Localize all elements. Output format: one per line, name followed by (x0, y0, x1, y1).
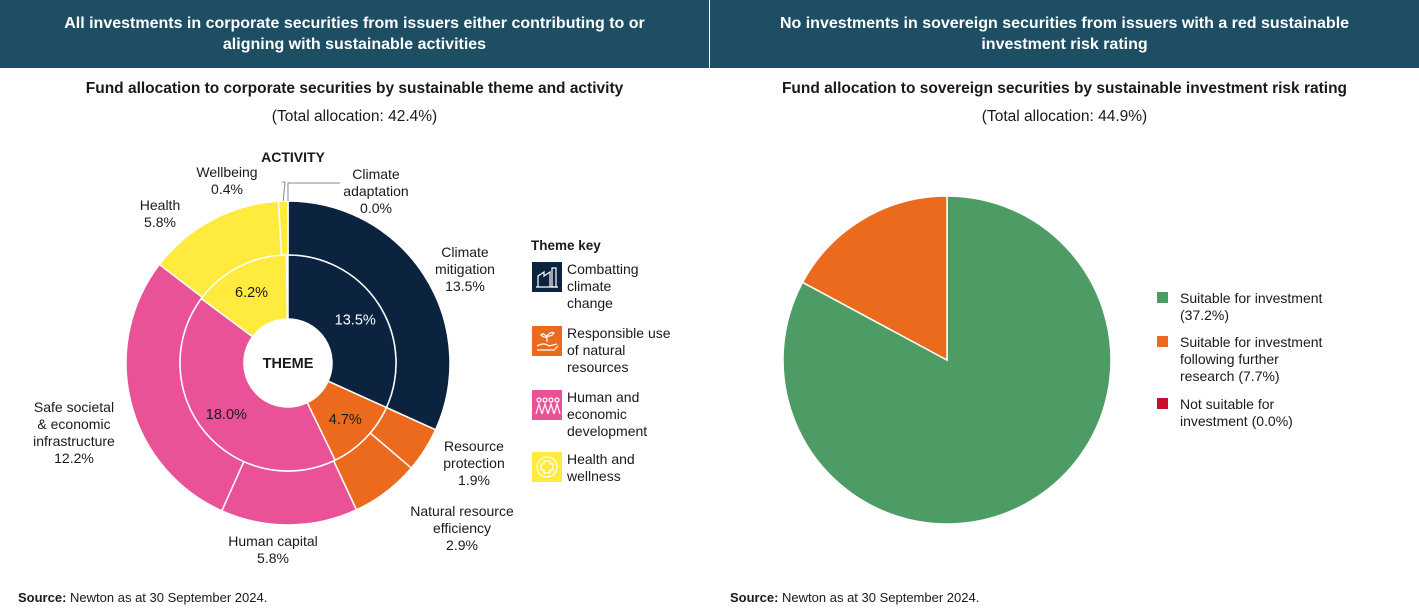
legend-item-health-and-wellness: Health and wellness (532, 451, 635, 484)
outer-label-climate-mitigation: Climate mitigation 13.5% (435, 244, 495, 294)
inner-value-label: 6.2% (235, 285, 268, 301)
leader-line-climate-adaptation (287, 182, 340, 201)
sovereign-chart-subtitle: Fund allocation to sovereign securities … (781, 80, 1348, 97)
source-text: Newton as at 30 September 2024. (782, 590, 980, 605)
inner-value-label: 4.7% (329, 412, 362, 428)
people-icon-glyph (535, 397, 561, 415)
outer-label-natural-resource-efficiency: Natural resource efficiency 2.9% (410, 503, 514, 553)
hand-sprout-icon-glyph (536, 331, 559, 351)
legend-swatch (1157, 336, 1168, 347)
pie-slice-suitable-for-investment-following-further-research (801, 195, 948, 362)
inner-value-label: 18.0% (206, 407, 247, 423)
corporate-header: All investments in corporate securities … (0, 0, 709, 68)
activity-ring-label: ACTIVITY (261, 149, 325, 165)
source-text: Newton as at 30 September 2024. (70, 590, 268, 605)
legend-item-combatting-climate-change: Combatting climate change (532, 261, 639, 311)
corporate-panel: All investments in corporate securities … (0, 0, 709, 608)
legend-item-suitable-for-investment: Suitable for investment (37.2%) (1157, 290, 1323, 323)
inner-slice-combatting-climate-change (287, 254, 397, 409)
legend-label: Responsible use of natural resources (567, 325, 671, 375)
outer-label-climate-adaptation: Climate adaptation 0.0% (343, 166, 408, 216)
leader-line-wellbeing (282, 181, 286, 202)
outer-label-health: Health 5.8% (140, 197, 180, 230)
legend-label: Combatting climate change (567, 261, 639, 311)
legend-item-not-suitable-for-investment: Not suitable for investment (0.0%) (1157, 396, 1293, 429)
legend-item-human-and-economic-development: Human and economic development (532, 389, 647, 439)
outer-label-safe-societal-economic-infrastructure: Safe societal & economic infrastructure 12.… (33, 399, 115, 466)
legend-label: Not suitable for investment (0.0%) (1180, 396, 1293, 429)
leader-lines (282, 181, 340, 202)
corporate-source-note: Source: Newton as at 30 September 2024. (18, 590, 267, 605)
source-label: Source: (18, 590, 67, 605)
legend-swatch (1157, 398, 1168, 409)
legend-swatch (1157, 292, 1168, 303)
theme-key-title: Theme key (531, 238, 601, 253)
theme-center-label: THEME (263, 356, 314, 372)
legend-label: Human and economic development (567, 389, 647, 439)
legend-item-responsible-use-of-natural-resources: Responsible use of natural resources (532, 325, 671, 375)
outer-label-human-capital: Human capital 5.8% (228, 533, 318, 566)
inner-slice-human-and-economic-development (179, 297, 337, 472)
sovereign-source-note: Source: Newton as at 30 September 2024. (730, 590, 979, 605)
legend-label: Health and wellness (566, 451, 635, 484)
corporate-sunburst-chart: 13.5% 4.7% 18.0% 6.2% THEME ACTIVITY Climate ad… (33, 149, 671, 566)
inner-slice-health-and-wellness (200, 254, 289, 338)
legend-label: Suitable for investment (37.2%) (1180, 290, 1323, 323)
corporate-total-allocation: (Total allocation: 42.4%) (271, 108, 438, 125)
sovereign-total-allocation: (Total allocation: 44.9%) (981, 108, 1148, 125)
sovereign-panel: No investments in sovereign securities f… (710, 0, 1419, 608)
inner-value-label: 13.5% (335, 313, 376, 329)
source-label: Source: (730, 590, 779, 605)
corporate-chart-subtitle: Fund allocation to corporate securities … (85, 80, 624, 97)
factory-icon-glyph (536, 267, 558, 288)
medical-cross-icon-glyph (536, 456, 558, 478)
sovereign-header: No investments in sovereign securities f… (710, 0, 1419, 68)
outer-label-wellbeing: Wellbeing 0.4% (196, 164, 257, 197)
legend-item-suitable-for-investment-following-further-research: Suitable for investment following further… (1157, 334, 1323, 384)
legend-label: Suitable for investment following further… (1180, 334, 1323, 384)
outer-label-resource-protection: Resource protection 1.9% (443, 438, 504, 488)
sovereign-pie-chart: Suitable for investment (37.2%) Suitable f… (782, 195, 1323, 525)
